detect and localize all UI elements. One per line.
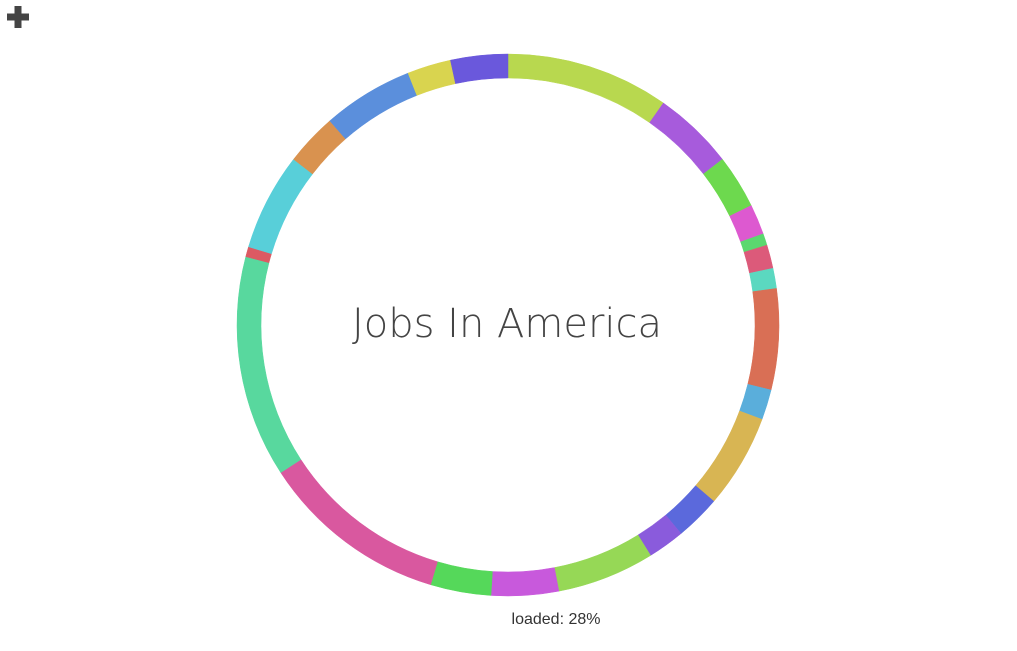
donut-segment <box>407 59 456 96</box>
donut-segment <box>507 53 664 123</box>
donut-segment <box>747 288 780 391</box>
donut-segment <box>329 72 418 140</box>
donut-segment <box>554 534 651 592</box>
donut-segment <box>450 53 509 84</box>
donut-segment <box>430 561 493 596</box>
chart-title: Jobs In America <box>352 301 662 347</box>
donut-segment <box>248 158 313 255</box>
donut-segment <box>649 102 723 175</box>
add-button[interactable] <box>7 6 29 28</box>
donut-segment <box>280 459 438 586</box>
donut <box>236 53 780 597</box>
loading-status: loaded: 28% <box>512 611 601 628</box>
donut-segment <box>695 410 763 502</box>
donut-segment <box>490 567 560 597</box>
donut-segment <box>236 256 302 473</box>
